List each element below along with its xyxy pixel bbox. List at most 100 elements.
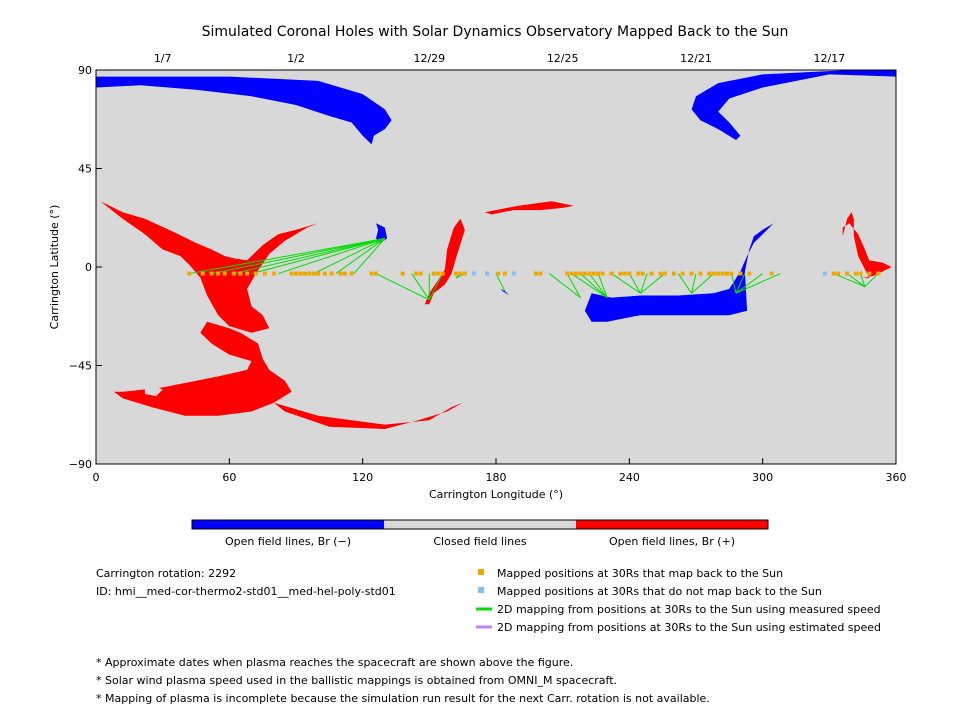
- chart-title: Simulated Coronal Holes with Solar Dynam…: [202, 24, 789, 40]
- mapped-point: [418, 271, 423, 276]
- date-axis: 1/7 1/2 12/29 12/25 12/21 12/17: [154, 52, 845, 76]
- measured-mapping-line: [735, 273, 781, 294]
- colorbar-label: Closed field lines: [433, 535, 527, 548]
- mapped-point: [671, 271, 676, 276]
- x-axis: 0 60 120 180 240 300 360: [93, 458, 907, 484]
- unmapped-point: [822, 271, 827, 276]
- colorbar: Open field lines, Br (−) Closed field lin…: [191, 519, 769, 548]
- run-id: ID: hmi__med-cor-thermo2-std01__med-hel-…: [96, 585, 396, 598]
- mapped-point: [587, 271, 592, 276]
- measured-mapping-line: [611, 273, 641, 294]
- y-axis: −90 −45 0 45 90: [69, 64, 102, 471]
- x-tick-label: 120: [352, 471, 373, 484]
- footnotes: * Approximate dates when plasma reaches …: [96, 656, 710, 705]
- measured-mapping-line: [597, 273, 608, 298]
- measured-mapping-line: [628, 273, 641, 294]
- measured-mapping-line: [335, 238, 386, 274]
- positive-coronal-hole: [273, 402, 463, 429]
- mapped-point: [845, 271, 850, 276]
- measured-mapping-line: [233, 238, 386, 275]
- y-axis-label: Carrington Latitude (°): [48, 205, 61, 330]
- mapped-point: [769, 271, 774, 276]
- mapped-point: [436, 271, 441, 276]
- mapped-point: [458, 271, 463, 276]
- mapped-point: [738, 271, 743, 276]
- mapped-point: [720, 271, 725, 276]
- mapped-point: [440, 271, 445, 276]
- mapped-point: [209, 271, 214, 276]
- mapped-point: [307, 271, 312, 276]
- measured-mapping-line: [580, 273, 608, 299]
- mapped-point: [658, 271, 663, 276]
- mapped-point: [496, 271, 501, 276]
- mapped-point: [854, 271, 858, 276]
- date-tick-label: 1/7: [154, 52, 172, 65]
- mapped-point: [187, 271, 192, 276]
- positive-coronal-hole: [424, 218, 465, 305]
- footnote: * Approximate dates when plasma reaches …: [96, 656, 573, 669]
- measured-mapping-line: [375, 273, 430, 301]
- negative-coronal-hole: [584, 218, 779, 322]
- mapped-point: [302, 271, 307, 276]
- mapped-point: [707, 271, 712, 276]
- y-tick-label: 45: [78, 163, 92, 176]
- x-tick-label: 0: [93, 471, 100, 484]
- measured-mapping-line: [731, 273, 737, 294]
- negative-coronal-hole: [96, 70, 392, 145]
- legend-unmapped-swatch: [478, 587, 484, 593]
- unmapped-point: [511, 271, 516, 276]
- mapping-lines: [189, 238, 879, 301]
- measured-mapping-line: [549, 273, 581, 299]
- colorbar-label: Open field lines, Br (−): [225, 535, 351, 548]
- measured-mapping-line: [735, 273, 746, 294]
- legend: Mapped positions at 30Rs that map back t…: [476, 567, 881, 634]
- mapped-point: [622, 271, 627, 276]
- legend-mapped-label: Mapped positions at 30Rs that map back t…: [497, 567, 783, 580]
- plot-area: [95, 69, 897, 465]
- mapped-point: [374, 271, 378, 276]
- x-tick-label: 60: [222, 471, 236, 484]
- mapped-point: [636, 271, 641, 276]
- mapped-point: [538, 271, 543, 276]
- mapped-point: [414, 271, 418, 276]
- mapped-point: [329, 271, 334, 276]
- mapped-point: [600, 271, 605, 276]
- date-tick-label: 12/21: [680, 52, 712, 65]
- footnote: * Solar wind plasma speed used in the ba…: [96, 674, 617, 687]
- mapped-point: [618, 271, 623, 276]
- y-tick-label: −90: [69, 458, 92, 471]
- mapped-point: [238, 271, 243, 276]
- mapped-point: [876, 271, 881, 276]
- mapped-point: [262, 271, 267, 276]
- mapped-point: [578, 271, 583, 276]
- mapped-point: [565, 271, 570, 276]
- measured-mapping-line: [428, 273, 444, 301]
- y-tick-label: −45: [69, 360, 92, 373]
- positive-coronal-hole: [842, 212, 892, 278]
- x-tick-label: 240: [619, 471, 640, 484]
- measured-mapping-line: [566, 273, 581, 298]
- y-tick-label: 90: [78, 64, 92, 77]
- mapped-point: [222, 271, 227, 276]
- x-tick-label: 360: [886, 471, 907, 484]
- unmapped-point: [485, 271, 490, 276]
- colorbar-label: Open field lines, Br (+): [609, 535, 735, 548]
- measured-mapping-line: [691, 273, 697, 294]
- measured-mapping-line: [278, 238, 386, 275]
- measured-mapping-line: [353, 238, 386, 274]
- measured-mapping-line: [691, 273, 715, 294]
- negative-coronal-hole: [500, 288, 510, 296]
- colorbar-segment: [384, 520, 576, 529]
- x-axis-label: Carrington Longitude (°): [429, 488, 563, 501]
- measured-mapping-line: [864, 273, 879, 288]
- colorbar-segment: [192, 520, 384, 529]
- date-tick-label: 12/25: [547, 52, 579, 65]
- date-tick-label: 12/29: [413, 52, 445, 65]
- mapped-point: [349, 271, 354, 276]
- colorbar-frame: [191, 519, 769, 530]
- legend-estimated-label: 2D mapping from positions at 30Rs to the…: [497, 621, 881, 634]
- x-tick-label: 180: [486, 471, 507, 484]
- measured-mapping-line: [571, 273, 608, 299]
- mapped-point: [400, 271, 405, 276]
